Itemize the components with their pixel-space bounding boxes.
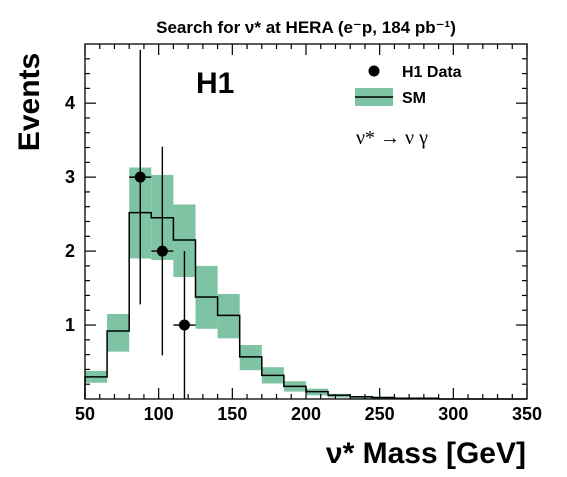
x-tick-label: 200	[291, 404, 321, 424]
chart-title: Search for ν* at HERA (e⁻p, 184 pb⁻¹)	[156, 18, 456, 37]
data-points	[129, 49, 196, 399]
data-point-marker	[134, 171, 146, 183]
y-axis: 1 2 3 4	[65, 58, 527, 385]
legend-label-sm: SM	[402, 90, 426, 107]
process-label: ν* → ν γ	[356, 127, 428, 149]
legend: H1 Data SM	[355, 64, 462, 107]
x-axis-label: ν* Mass [GeV]	[326, 437, 526, 470]
experiment-label: H1	[196, 67, 234, 100]
data-point	[151, 146, 174, 356]
y-tick-label: 4	[65, 93, 75, 113]
x-axis: 50 100 150 200 250 300 350	[75, 44, 542, 424]
x-tick-label: 50	[75, 404, 95, 424]
x-tick-label: 150	[217, 404, 247, 424]
y-tick-label: 1	[65, 315, 75, 335]
data-point-marker	[178, 319, 190, 331]
x-tick-label: 100	[144, 404, 174, 424]
data-point-marker	[156, 245, 168, 257]
data-point	[129, 49, 152, 305]
x-tick-label: 300	[438, 404, 468, 424]
sm-band-bin	[107, 313, 130, 352]
y-tick-label: 2	[65, 241, 75, 261]
data-point	[173, 251, 196, 399]
sm-histogram-line	[84, 211, 527, 400]
x-tick-label: 250	[365, 404, 395, 424]
y-axis-label: Events	[13, 53, 46, 151]
y-tick-label: 3	[65, 167, 75, 187]
legend-label-data: H1 Data	[402, 64, 462, 81]
x-tick-label: 350	[512, 404, 542, 424]
legend-data-marker	[368, 65, 380, 77]
